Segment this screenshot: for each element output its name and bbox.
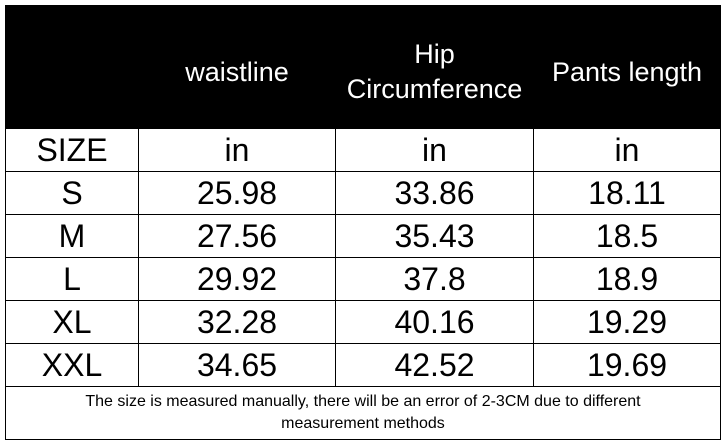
unit-row: SIZE in in in bbox=[5, 128, 721, 172]
cell: 19.29 bbox=[533, 300, 721, 344]
cell: S bbox=[5, 171, 139, 215]
cell: 18.5 bbox=[533, 214, 721, 258]
header-cell: Hip Circumference bbox=[335, 5, 534, 129]
cell: XL bbox=[5, 300, 139, 344]
header-text: Pants length bbox=[551, 56, 703, 87]
header-cell bbox=[5, 5, 139, 129]
cell: 33.86 bbox=[335, 171, 534, 215]
cell: 27.56 bbox=[138, 214, 336, 258]
cell: in bbox=[335, 128, 534, 172]
table-body: waistline Hip Circumference Pants length… bbox=[5, 5, 721, 440]
size-row: XL 32.28 40.16 19.29 bbox=[5, 300, 721, 344]
cell: L bbox=[5, 257, 139, 301]
note: The size is measured manually, there wil… bbox=[5, 386, 721, 440]
size-row: XXL 34.65 42.52 19.69 bbox=[5, 343, 721, 387]
cell: M bbox=[5, 214, 139, 258]
note-row: The size is measured manually, there wil… bbox=[5, 386, 721, 440]
header-cell: waistline bbox=[138, 5, 336, 129]
cell: 29.92 bbox=[138, 257, 336, 301]
cell: 37.8 bbox=[335, 257, 534, 301]
cell: XXL bbox=[5, 343, 139, 387]
cell: 25.98 bbox=[138, 171, 336, 215]
cell: in bbox=[533, 128, 721, 172]
header-cell: Pants length bbox=[533, 5, 721, 129]
size-table: waistline Hip Circumference Pants length… bbox=[5, 5, 721, 440]
size-row: L 29.92 37.8 18.9 bbox=[5, 257, 721, 301]
cell: 40.16 bbox=[335, 300, 534, 344]
cell: 34.65 bbox=[138, 343, 336, 387]
cell: 19.69 bbox=[533, 343, 721, 387]
cell: 18.9 bbox=[533, 257, 721, 301]
cell: 42.52 bbox=[335, 343, 534, 387]
cell: 18.11 bbox=[533, 171, 721, 215]
cell: SIZE bbox=[5, 128, 139, 172]
header-row: waistline Hip Circumference Pants length bbox=[5, 5, 721, 129]
header-text: Hip Circumference bbox=[346, 39, 523, 104]
size-row: M 27.56 35.43 18.5 bbox=[5, 214, 721, 258]
cell: 32.28 bbox=[138, 300, 336, 344]
cell: in bbox=[138, 128, 336, 172]
cell: 35.43 bbox=[335, 214, 534, 258]
header-text: waistline bbox=[185, 56, 289, 87]
size-row: S 25.98 33.86 18.11 bbox=[5, 171, 721, 215]
